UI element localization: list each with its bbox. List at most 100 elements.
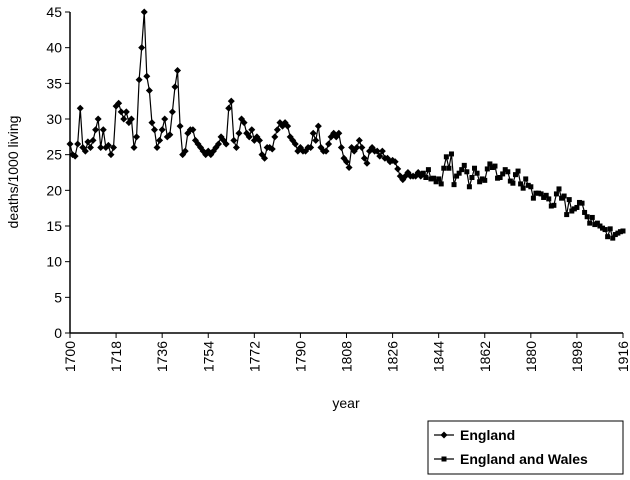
data-point — [523, 176, 529, 182]
data-point — [602, 227, 608, 233]
x-tick-label: 1826 — [385, 341, 401, 372]
y-tick-label: 5 — [54, 289, 62, 305]
data-point — [373, 147, 381, 155]
data-point — [337, 144, 345, 152]
data-point — [489, 165, 495, 171]
data-point — [227, 97, 235, 105]
data-point — [135, 76, 143, 84]
data-point — [89, 136, 97, 144]
data-point — [564, 212, 570, 218]
data-point — [81, 147, 89, 155]
y-tick-label: 45 — [46, 4, 62, 20]
data-point — [469, 174, 475, 180]
legend-marker — [441, 456, 447, 462]
x-tick-label: 1736 — [154, 341, 170, 372]
data-point — [597, 223, 603, 229]
x-tick-label: 1808 — [339, 341, 355, 372]
data-point — [448, 151, 454, 157]
data-point — [150, 126, 158, 134]
data-point — [391, 158, 399, 166]
data-point — [530, 195, 536, 201]
data-point — [451, 182, 457, 188]
data-point — [500, 171, 506, 177]
data-point — [271, 133, 279, 141]
legend-box — [427, 420, 624, 475]
y-tick-label: 30 — [46, 111, 62, 127]
data-point — [612, 232, 618, 238]
data-point — [454, 173, 460, 179]
data-point — [556, 186, 562, 192]
data-point — [484, 166, 490, 172]
y-tick-label: 10 — [46, 254, 62, 270]
data-point — [584, 214, 590, 220]
data-point — [497, 174, 503, 180]
data-point — [559, 195, 565, 201]
data-point — [615, 230, 621, 236]
data-point — [145, 86, 153, 94]
data-point — [495, 175, 501, 181]
data-point — [512, 172, 518, 178]
data-point — [472, 165, 478, 171]
data-point — [574, 204, 580, 210]
data-point — [325, 140, 333, 148]
data-point — [600, 225, 606, 231]
data-point — [363, 159, 371, 167]
data-point — [477, 179, 483, 185]
data-point — [576, 199, 582, 205]
data-point — [433, 179, 439, 185]
data-point — [138, 44, 146, 52]
data-point — [459, 167, 465, 173]
data-point — [158, 126, 166, 134]
data-point — [546, 196, 552, 202]
data-point — [589, 214, 595, 220]
data-point — [86, 144, 94, 152]
data-point — [582, 209, 588, 215]
data-point — [525, 182, 531, 188]
data-point — [99, 126, 107, 134]
x-axis-label: year — [332, 395, 360, 411]
data-point — [533, 190, 539, 196]
data-point — [248, 126, 256, 134]
legend-label: England and Wales — [460, 451, 588, 467]
data-point — [479, 176, 485, 182]
data-point — [587, 220, 593, 226]
y-tick-label: 0 — [54, 325, 62, 341]
data-point — [312, 136, 320, 144]
data-point — [268, 145, 276, 153]
data-point — [104, 141, 112, 149]
data-point — [255, 136, 263, 144]
data-point — [548, 203, 554, 209]
data-point — [592, 222, 598, 228]
data-point — [189, 126, 197, 134]
data-point — [353, 144, 361, 152]
data-point — [466, 184, 472, 190]
data-point — [543, 192, 549, 198]
data-point — [528, 184, 534, 190]
data-point — [425, 167, 431, 173]
data-point — [222, 140, 230, 148]
data-point — [240, 119, 248, 127]
data-point — [92, 126, 100, 134]
data-point — [423, 174, 429, 180]
data-point — [515, 168, 521, 174]
data-point — [130, 144, 138, 152]
data-point — [553, 191, 559, 197]
data-point — [502, 167, 508, 173]
data-point — [76, 104, 84, 112]
data-point — [148, 119, 156, 127]
data-point — [561, 193, 567, 199]
x-tick-label: 1898 — [569, 341, 585, 372]
data-point — [314, 122, 322, 130]
data-point — [428, 176, 434, 182]
data-point — [153, 144, 161, 152]
data-point — [335, 129, 343, 137]
data-point — [245, 133, 253, 141]
data-point — [551, 202, 557, 208]
data-point — [607, 226, 613, 232]
data-point — [291, 140, 299, 148]
y-axis-label: deaths/1000 living — [5, 116, 21, 229]
data-point — [94, 115, 102, 123]
data-point — [66, 140, 74, 148]
data-point — [541, 194, 547, 200]
